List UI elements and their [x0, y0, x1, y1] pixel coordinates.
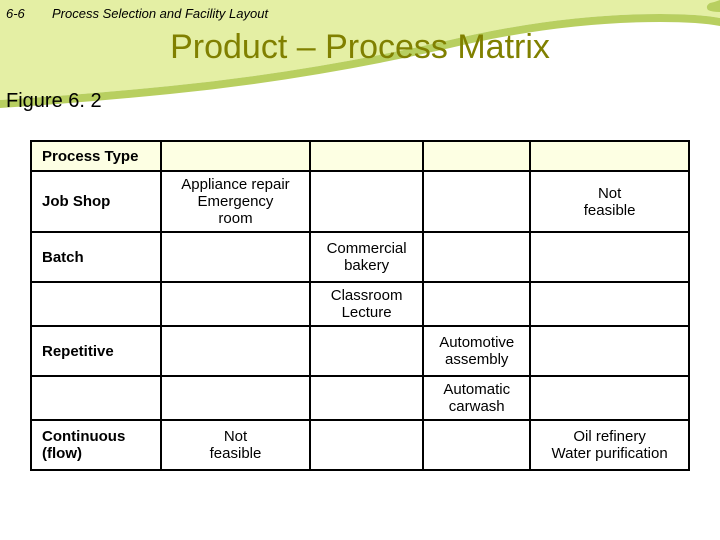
- table-row: Batch Commercialbakery: [31, 232, 689, 282]
- cell: [310, 376, 423, 420]
- row-label-continuous: Continuous(flow): [31, 420, 161, 470]
- figure-label: Figure 6. 2: [6, 90, 102, 113]
- header-col-4: [530, 141, 689, 171]
- cell: Automaticcarwash: [423, 376, 530, 420]
- cell: [530, 376, 689, 420]
- cell: ClassroomLecture: [310, 282, 423, 326]
- row-label-job-shop: Job Shop: [31, 171, 161, 232]
- cell: [310, 420, 423, 470]
- cell: Notfeasible: [530, 171, 689, 232]
- header-process-type: Process Type: [31, 141, 161, 171]
- cell: Automotiveassembly: [423, 326, 530, 376]
- row-label-blank-2: [31, 376, 161, 420]
- cell: [310, 171, 423, 232]
- cell: [310, 326, 423, 376]
- table-row: ClassroomLecture: [31, 282, 689, 326]
- chapter-title: Process Selection and Facility Layout: [52, 6, 268, 21]
- cell: [530, 326, 689, 376]
- header-col-1: [161, 141, 310, 171]
- cell: Appliance repairEmergencyroom: [161, 171, 310, 232]
- page-number: 6-6: [6, 6, 25, 21]
- table-row: Job Shop Appliance repairEmergencyroom N…: [31, 171, 689, 232]
- table-header-row: Process Type: [31, 141, 689, 171]
- cell: [423, 171, 530, 232]
- cell: [161, 282, 310, 326]
- slide-title: Product – Process Matrix: [0, 28, 720, 67]
- table-row: Continuous(flow) Notfeasible Oil refiner…: [31, 420, 689, 470]
- row-label-batch: Batch: [31, 232, 161, 282]
- row-label-blank-1: [31, 282, 161, 326]
- header-col-3: [423, 141, 530, 171]
- product-process-matrix: Process Type Job Shop Appliance repairEm…: [30, 140, 690, 471]
- header-col-2: [310, 141, 423, 171]
- cell: Commercialbakery: [310, 232, 423, 282]
- cell: [423, 420, 530, 470]
- table-row: Repetitive Automotiveassembly: [31, 326, 689, 376]
- cell: Oil refineryWater purification: [530, 420, 689, 470]
- cell: [530, 282, 689, 326]
- cell: [530, 232, 689, 282]
- cell: [423, 232, 530, 282]
- cell: [161, 376, 310, 420]
- cell: [161, 326, 310, 376]
- table-row: Automaticcarwash: [31, 376, 689, 420]
- row-label-repetitive: Repetitive: [31, 326, 161, 376]
- cell: Notfeasible: [161, 420, 310, 470]
- cell: [423, 282, 530, 326]
- cell: [161, 232, 310, 282]
